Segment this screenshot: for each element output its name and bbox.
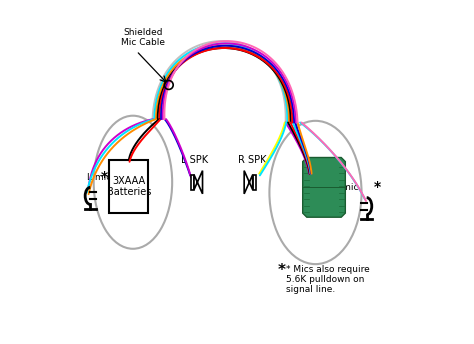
- Text: *: *: [374, 180, 381, 194]
- Bar: [253, 175, 256, 190]
- Text: * Mics also require
5.6K pulldown on
signal line.: * Mics also require 5.6K pulldown on sig…: [286, 265, 370, 294]
- Text: Shielded
Mic Cable: Shielded Mic Cable: [121, 28, 165, 47]
- Text: *: *: [278, 264, 286, 278]
- Text: R mic: R mic: [333, 183, 358, 192]
- Polygon shape: [303, 158, 346, 217]
- Bar: [109, 160, 148, 213]
- Text: L SPK: L SPK: [181, 155, 208, 165]
- Text: *: *: [100, 170, 108, 184]
- Polygon shape: [194, 171, 202, 194]
- Bar: [191, 175, 194, 190]
- Text: R SPK: R SPK: [238, 155, 266, 165]
- Polygon shape: [244, 171, 253, 194]
- Text: 3XAAA
Batteries: 3XAAA Batteries: [107, 175, 151, 197]
- Text: L mic: L mic: [87, 173, 111, 182]
